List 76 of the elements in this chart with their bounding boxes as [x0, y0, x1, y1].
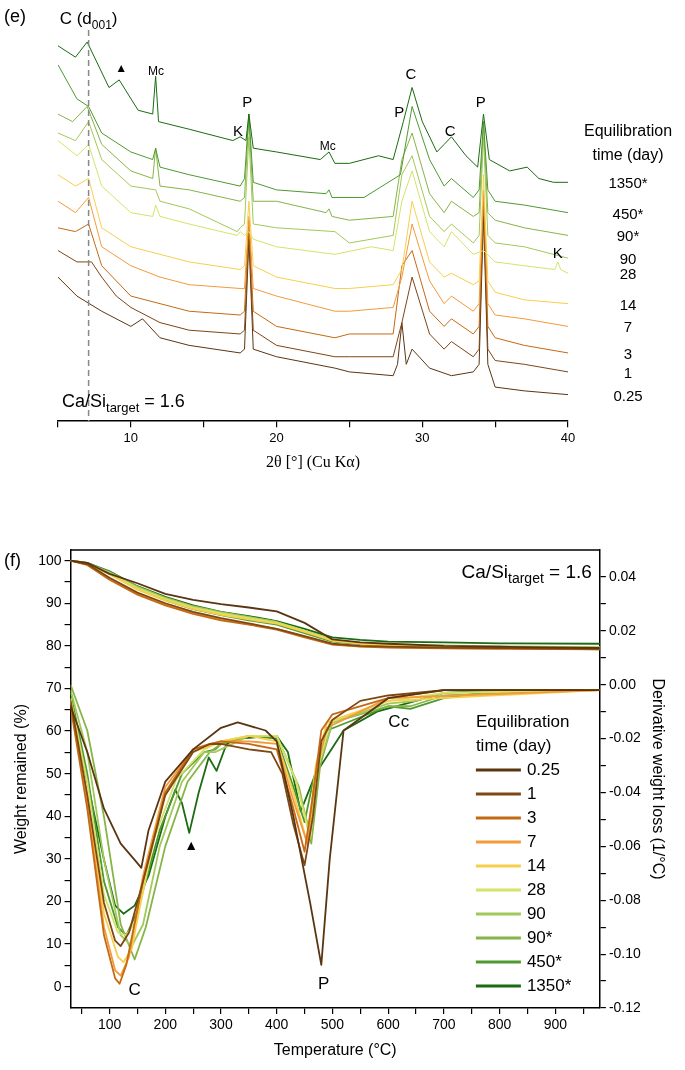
x-tick-label: 300	[209, 1016, 233, 1033]
annotation: P	[317, 974, 330, 994]
legend-label: 3	[526, 807, 537, 827]
x-tick-label: 900	[543, 1016, 568, 1033]
annotation: P	[242, 93, 253, 111]
annotation: C	[405, 65, 417, 83]
y2-axis-title: Derivative weight loss (1/°C)	[649, 678, 667, 880]
legend-label: 14	[526, 855, 546, 875]
annotation: Mc	[147, 64, 164, 79]
annotation: ▲	[184, 837, 199, 854]
x-tick-label: 100	[97, 1016, 122, 1033]
y-tick-label: 10	[45, 934, 62, 951]
text: (f)	[4, 550, 21, 570]
x-tick-label: 500	[320, 1016, 345, 1033]
y2-tick-label: -0.12	[608, 998, 642, 1015]
x-tick-label: 200	[153, 1016, 178, 1033]
y2-tick-label: -0.08	[608, 891, 642, 908]
x-tick-label: 600	[376, 1016, 401, 1033]
x-tick-label: 800	[487, 1016, 512, 1033]
legend-title: Equilibration time (day)	[583, 122, 673, 164]
x-axis-title: 2θ [°] (Cu Kα)	[266, 452, 360, 471]
text: 0.25	[613, 386, 643, 404]
y2-tick-label: 0.00	[608, 675, 637, 692]
y-tick-label: 90	[45, 594, 62, 611]
x-axis-title: Temperature (°C)	[273, 1040, 397, 1058]
text: 1	[623, 363, 633, 381]
legend-label: 90	[526, 903, 546, 923]
y-tick-label: 40	[45, 807, 62, 824]
y2-tick-label: -0.10	[608, 944, 642, 961]
text: 28	[619, 265, 637, 283]
y-tick-label: 60	[45, 721, 62, 738]
legend-label: 1350*	[526, 975, 572, 995]
y-tick-label: 100	[38, 551, 62, 568]
y-tick-label: 70	[45, 679, 62, 696]
annotation: P	[394, 103, 405, 121]
y2-tick-label: -0.02	[608, 729, 642, 746]
y2-tick-label: 0.04	[608, 567, 637, 584]
y2-tick-label: -0.04	[608, 783, 642, 800]
y2-tick-label: 0.02	[608, 621, 637, 638]
x-tick-label: 30	[415, 429, 430, 445]
legend-label: 450*	[526, 951, 563, 971]
x-tick-label: 20	[269, 429, 284, 445]
text: 90*	[616, 227, 640, 245]
annotation: C	[444, 121, 456, 139]
legend-label: 7	[526, 831, 537, 851]
text: (e)	[4, 6, 26, 26]
y2-tick-label: -0.06	[608, 837, 642, 854]
legend-label: 1	[526, 783, 537, 803]
annotation: K	[215, 779, 228, 799]
y-tick-label: 80	[45, 636, 62, 653]
x-tick-label: 40	[560, 429, 576, 445]
text: 3	[623, 344, 633, 362]
text: 450*	[612, 204, 644, 222]
y-axis-title: Weight remained (%)	[12, 704, 30, 854]
x-tick-label: 10	[123, 429, 139, 445]
annotation: K	[552, 243, 563, 261]
annotation: ▲	[115, 61, 128, 76]
legend-label: 28	[526, 879, 546, 899]
x-tick-label: 400	[265, 1016, 289, 1033]
legend-label: 90*	[526, 927, 553, 947]
y-tick-label: 20	[45, 892, 62, 909]
legend-title: Equilibration time (day)	[475, 711, 570, 755]
annotation: Cc	[388, 711, 410, 731]
x-tick-label: 700	[432, 1016, 456, 1033]
y-tick-label: 0	[53, 977, 62, 994]
annotation: P	[475, 93, 486, 111]
annotation: Mc	[319, 138, 336, 153]
y-tick-label: 30	[45, 849, 62, 866]
text: 7	[623, 318, 633, 336]
text: 90	[619, 250, 637, 268]
y-tick-label: 50	[45, 764, 62, 781]
legend-label: 0.25	[526, 759, 560, 779]
annotation: C	[128, 980, 141, 1000]
annotation: K	[233, 121, 244, 139]
text: 1350*	[608, 174, 648, 192]
text: 14	[619, 295, 637, 313]
